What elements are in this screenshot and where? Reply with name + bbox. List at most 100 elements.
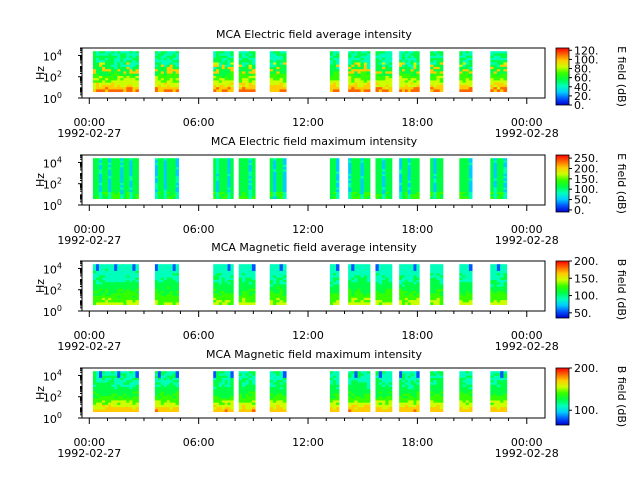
spectrogram-cell (382, 277, 386, 281)
spectrogram-cell (402, 89, 406, 93)
spectrogram-cell (129, 404, 133, 408)
spectrogram-cell (399, 162, 403, 166)
spectrogram-cell (216, 62, 220, 66)
spectrogram-cell (213, 389, 217, 392)
spectrogram-cell (123, 194, 127, 197)
chart-panel-4: MCA Magnetic field maximum intensity1001… (34, 348, 628, 460)
spectrogram-cell (224, 404, 228, 408)
spectrogram-cell (166, 395, 171, 399)
spectrogram-cell (230, 51, 234, 54)
spectrogram-cell (335, 266, 340, 270)
spectrogram-cell (465, 158, 470, 161)
spectrogram-cell (430, 82, 434, 86)
spectrogram-cell (175, 169, 180, 173)
spectrogram-cell (357, 64, 362, 68)
spectrogram-cell (92, 162, 97, 166)
spectrogram-cell (242, 71, 246, 75)
spectrogram-cell (120, 173, 124, 177)
spectrogram-cell (123, 284, 127, 288)
spectrogram-cell (224, 277, 228, 281)
spectrogram-cell (459, 160, 463, 164)
spectrogram-cell (230, 169, 234, 173)
spectrogram-cell (493, 295, 498, 299)
spectrogram-cell (436, 180, 441, 184)
spectrogram-cell (363, 295, 368, 299)
spectrogram-cell (279, 87, 284, 90)
spectrogram-cell (468, 173, 473, 177)
spectrogram-cell (172, 400, 177, 404)
spectrogram-cell (221, 402, 226, 406)
spectrogram-cell (154, 266, 159, 270)
spectrogram-cell (329, 171, 334, 175)
spectrogram-cell (273, 286, 277, 290)
spectrogram-cell (416, 288, 420, 292)
spectrogram-cell (172, 300, 177, 303)
spectrogram-cell (329, 194, 334, 197)
spectrogram-cell (230, 180, 234, 184)
spectrogram-cell (459, 266, 463, 270)
spectrogram-cell (172, 291, 177, 294)
spectrogram-cell (500, 73, 504, 77)
spectrogram-block (154, 264, 180, 306)
spectrogram-cell (117, 404, 121, 408)
spectrogram-cell (413, 55, 417, 59)
spectrogram-cell (430, 75, 434, 79)
spectrogram-cell (160, 196, 165, 200)
spectrogram-cell (169, 82, 174, 86)
spectrogram-cell (335, 84, 340, 88)
spectrogram-cell (273, 53, 277, 57)
spectrogram-cell (439, 84, 444, 88)
spectrogram-cell (230, 173, 234, 177)
spectrogram-cell (102, 87, 106, 90)
spectrogram-cell (404, 173, 409, 177)
spectrogram-cell (111, 297, 115, 301)
spectrogram-cell (404, 279, 409, 283)
spectrogram-cell (238, 60, 243, 63)
spectrogram-cell (135, 162, 139, 166)
spectrogram-cell (95, 189, 100, 193)
spectrogram-cell (114, 395, 118, 399)
spectrogram-cell (114, 277, 118, 281)
spectrogram-cell (129, 80, 133, 84)
spectrogram-cell (433, 169, 437, 173)
spectrogram-cell (410, 182, 414, 186)
spectrogram-cell (160, 291, 165, 294)
spectrogram-cell (102, 194, 106, 197)
spectrogram-cell (465, 160, 470, 164)
spectrogram-cell (227, 178, 231, 182)
spectrogram-cell (378, 169, 383, 173)
spectrogram-block (459, 51, 473, 93)
spectrogram-cell (363, 73, 368, 77)
spectrogram-cell (248, 373, 253, 377)
spectrogram-cell (163, 277, 168, 281)
spectrogram-cell (375, 297, 380, 301)
spectrogram-cell (248, 89, 253, 93)
spectrogram-cell (360, 55, 365, 59)
spectrogram-cell (503, 62, 508, 66)
spectrogram-cell (160, 73, 165, 77)
spectrogram-cell (413, 185, 417, 188)
spectrogram-cell (459, 71, 463, 75)
spectrogram-cell (169, 187, 174, 191)
spectrogram-cell (238, 266, 243, 270)
spectrogram-cell (114, 169, 118, 173)
spectrogram-cell (129, 171, 133, 175)
spectrogram-cell (388, 180, 393, 184)
spectrogram-cell (363, 185, 368, 188)
spectrogram-cell (366, 180, 371, 184)
spectrogram-cell (407, 275, 412, 279)
spectrogram-cell (248, 268, 253, 272)
spectrogram-cell (388, 66, 393, 70)
spectrogram-cell (163, 300, 168, 303)
spectrogram-cell (360, 264, 365, 267)
spectrogram-cell (132, 300, 136, 303)
spectrogram-cell (154, 268, 159, 272)
spectrogram-cell (439, 180, 444, 184)
spectrogram-cell (388, 268, 393, 272)
spectrogram-cell (154, 167, 159, 170)
spectrogram-cell (410, 297, 414, 301)
spectrogram-cell (166, 84, 171, 88)
spectrogram-cell (157, 185, 162, 188)
spectrogram-cell (245, 389, 250, 392)
spectrogram-cell (132, 297, 136, 301)
